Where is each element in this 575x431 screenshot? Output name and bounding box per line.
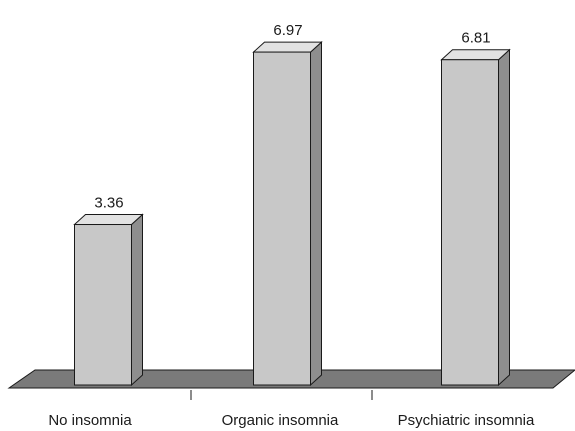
bar-front-face	[74, 224, 132, 386]
bar	[73, 213, 144, 387]
bar-top-face	[440, 49, 511, 61]
bar	[440, 48, 511, 387]
value-labels-group: 3.36 6.97 6.81	[94, 22, 490, 211]
value-label: 6.97	[273, 22, 302, 39]
category-labels-group: No insomnia Organic insomnia Psychiatric i…	[48, 412, 535, 429]
bars-group	[73, 40, 511, 387]
bar-front-face	[441, 59, 499, 386]
bar-top-face	[252, 41, 323, 53]
bar-side-face	[498, 48, 510, 387]
bar-side-face	[131, 213, 143, 387]
bar-top-face	[73, 214, 144, 226]
bar-side-face	[310, 40, 322, 387]
category-label: No insomnia	[48, 412, 132, 429]
bar-front-face	[253, 51, 311, 386]
value-label: 3.36	[94, 195, 123, 212]
bar	[252, 40, 323, 387]
value-label: 6.81	[461, 30, 490, 47]
category-label: Organic insomnia	[222, 412, 339, 429]
category-label: Psychiatric insomnia	[398, 412, 535, 429]
